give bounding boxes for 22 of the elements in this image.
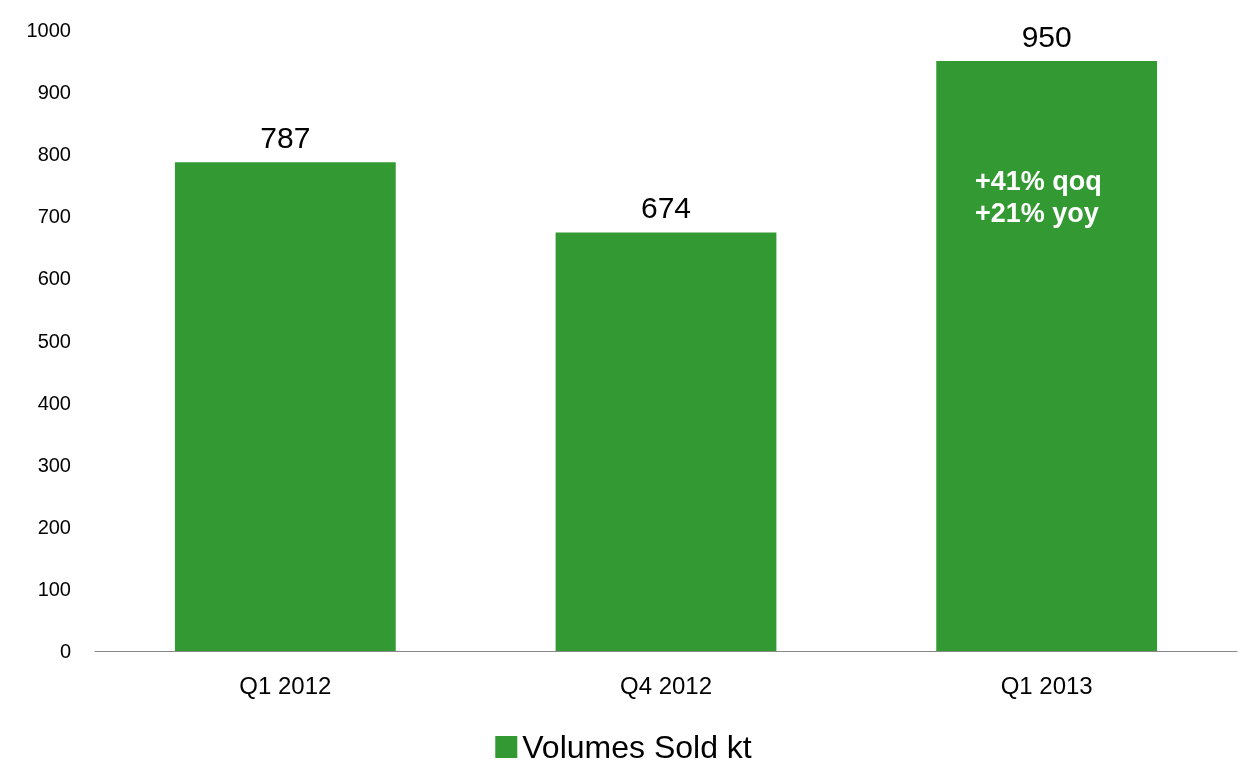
data-label: 674	[640, 190, 692, 224]
legend-label: Volumes Sold kt	[522, 729, 752, 765]
y-tick-label: 600	[37, 267, 71, 290]
data-label: 787	[260, 120, 311, 154]
y-tick-label: 200	[37, 515, 71, 538]
y-tick-label: 800	[37, 143, 71, 166]
bar	[555, 232, 777, 651]
y-tick-label: 400	[37, 391, 71, 414]
data-label: 950	[1021, 19, 1072, 53]
y-tick-label: 300	[37, 453, 71, 476]
y-tick-label: 0	[59, 640, 71, 662]
y-tick-label: 1000	[26, 19, 71, 41]
y-tick-label: 100	[37, 577, 71, 600]
y-tick-label: 500	[37, 329, 71, 352]
y-tick-label: 900	[37, 81, 71, 104]
bar	[174, 162, 396, 651]
y-tick-label: 700	[37, 205, 71, 228]
bar	[936, 61, 1158, 651]
annotation: +41% qoq +21% yoy	[975, 166, 1102, 228]
x-tick-label: Q4 2012	[619, 671, 713, 699]
x-tick-label: Q1 2012	[239, 671, 332, 699]
x-tick-label: Q1 2013	[1000, 671, 1093, 699]
